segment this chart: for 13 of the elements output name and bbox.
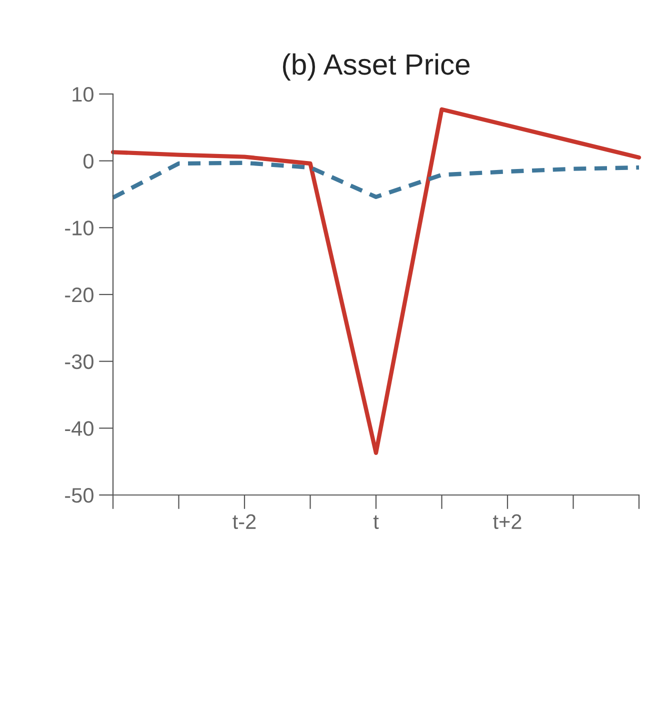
y-tick-label: -40 [65,421,94,436]
line-series [110,160,642,200]
x-tick-label: t-2 [232,514,256,530]
y-tick-label: -30 [65,354,94,370]
y-tick-label: 10 [72,87,94,102]
x-tick-label: t+2 [493,514,522,530]
line-series [110,107,642,455]
y-tick-label: -10 [65,220,94,236]
y-tick-label: -50 [65,488,94,503]
y-tick-label: -20 [65,288,94,302]
chart-title: (b) Asset Price [282,53,470,81]
y-tick-label: 0 [83,154,94,169]
x-tick-label: t [373,515,379,530]
